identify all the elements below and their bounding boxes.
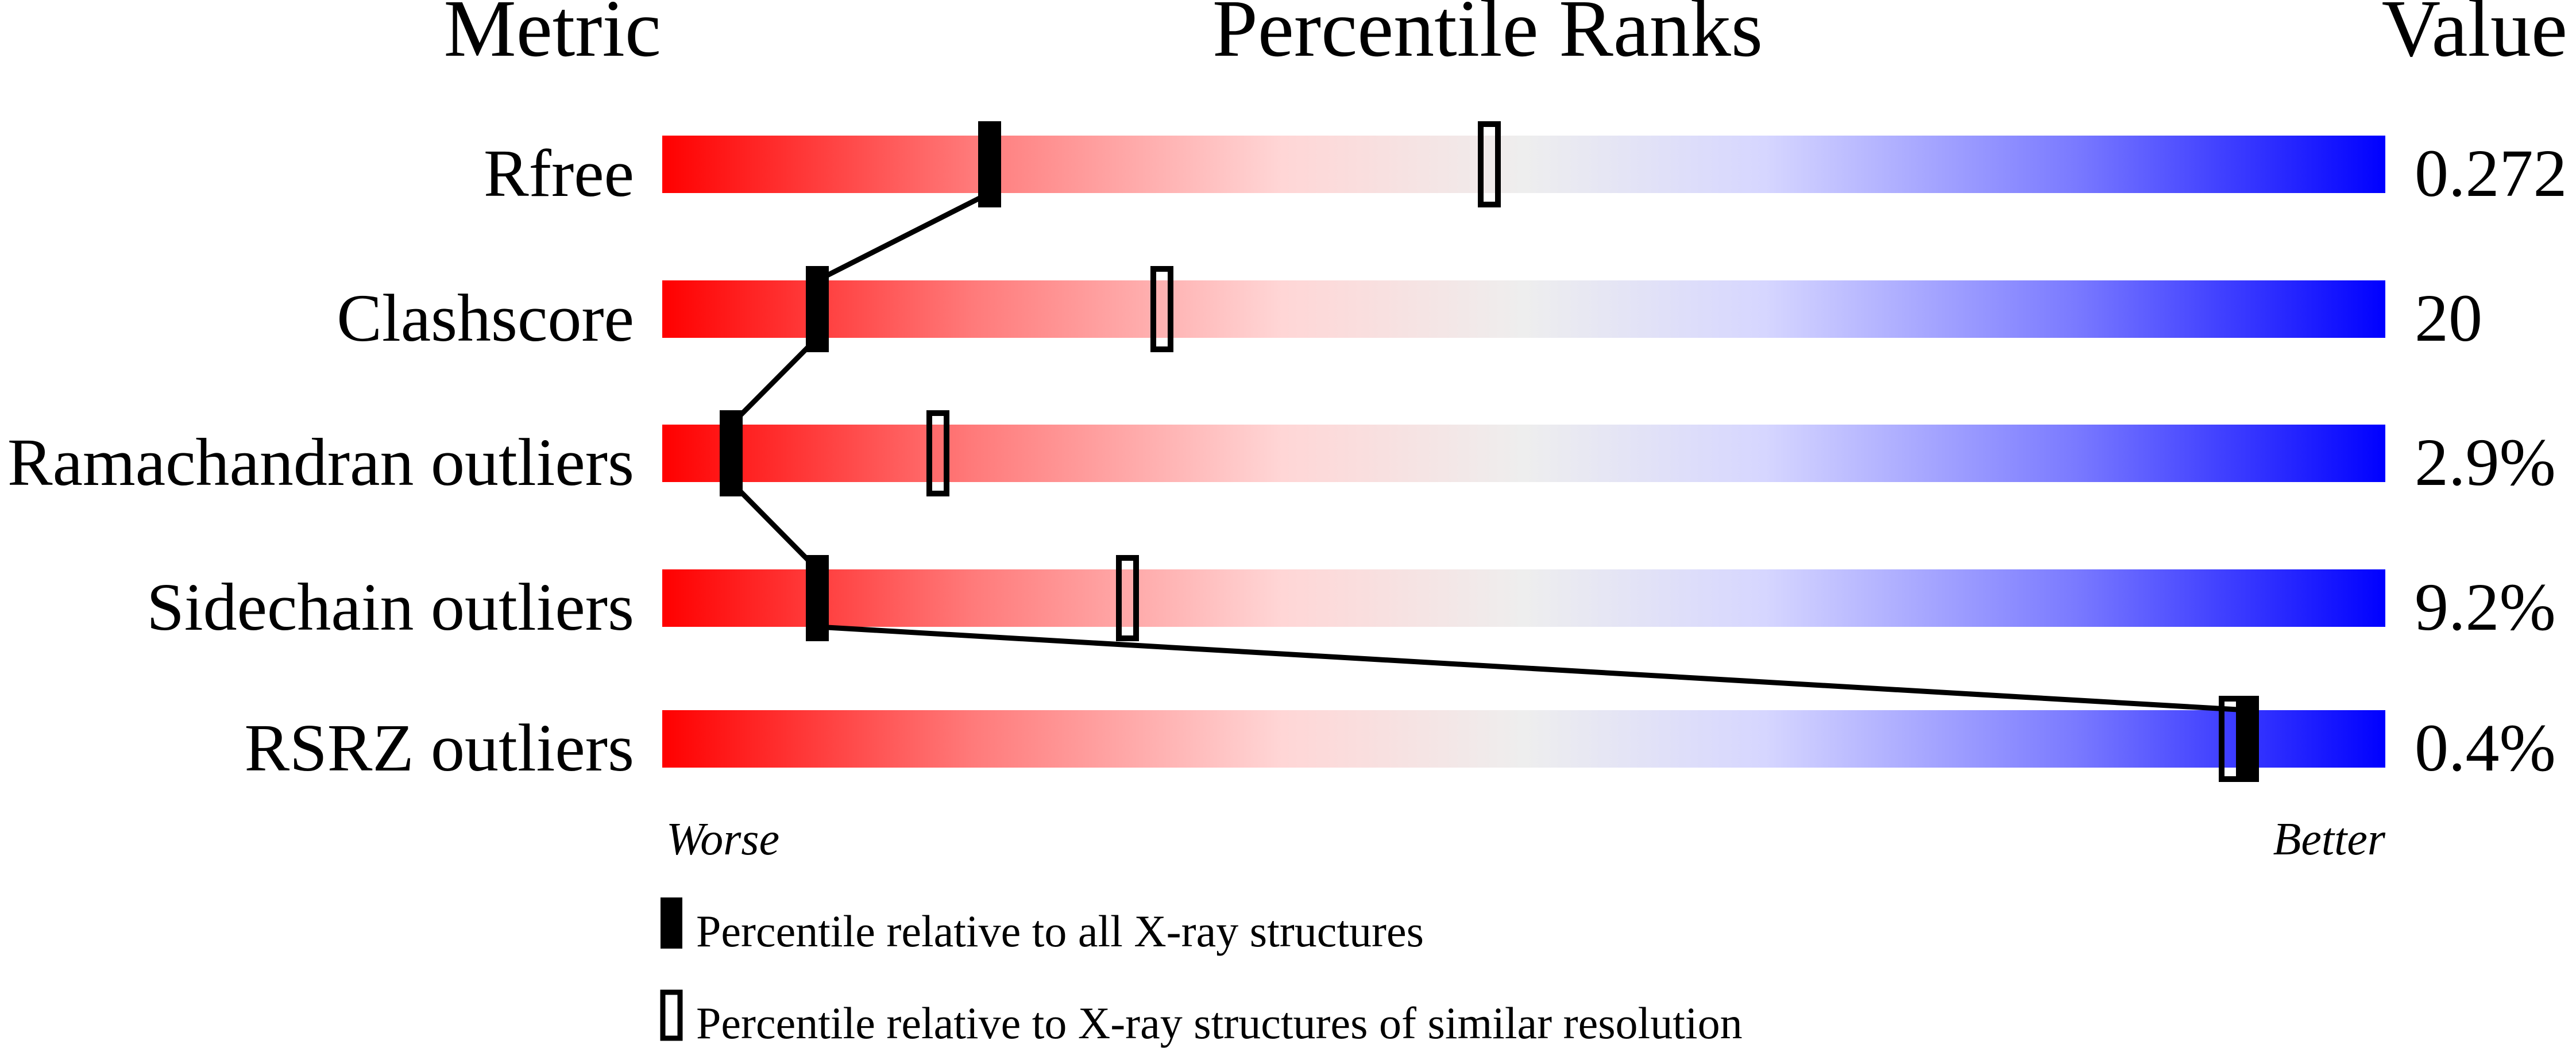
header-metric: Metric <box>443 0 661 74</box>
marker-similar-resolution <box>926 410 949 496</box>
percentile-bar <box>662 136 2385 193</box>
metric-row: Clashscore 20 <box>337 266 2482 356</box>
metric-value: 9.2% <box>2415 569 2556 645</box>
metric-value: 0.4% <box>2415 710 2556 785</box>
connector-line <box>729 480 820 572</box>
marker-similar-resolution <box>1150 266 1173 352</box>
header-percentile-ranks: Percentile Ranks <box>1212 0 1763 74</box>
percentile-bar <box>662 280 2385 338</box>
percentile-bar <box>662 710 2385 768</box>
metric-value: 2.9% <box>2415 425 2556 500</box>
metric-row: Sidechain outliers 9.2% <box>146 555 2556 645</box>
marker-similar-resolution <box>1478 121 1501 207</box>
legend-label-all: Percentile relative to all X-ray structu… <box>696 906 1424 956</box>
metric-label: Sidechain outliers <box>146 569 634 645</box>
percentile-bar <box>662 425 2385 482</box>
connector-line <box>817 624 2248 713</box>
legend-filled-marker-icon <box>661 897 682 949</box>
metric-label: RSRZ outliers <box>244 710 634 785</box>
metric-row: RSRZ outliers 0.4% <box>244 696 2556 785</box>
legend-open-marker-icon <box>660 989 683 1041</box>
connector-line <box>816 190 991 283</box>
header-value: Value <box>2382 0 2567 74</box>
metric-label: Ramachandran outliers <box>7 425 634 500</box>
axis-label-worse: Worse <box>666 814 779 865</box>
metric-row: Rfree 0.272 <box>484 121 2567 211</box>
metric-label: Rfree <box>484 136 634 211</box>
marker-similar-resolution <box>1116 555 1139 641</box>
metric-value: 20 <box>2415 280 2482 356</box>
metric-row: Ramachandran outliers 2.9% <box>7 410 2556 500</box>
axis-label-better: Better <box>2273 814 2386 865</box>
metric-value: 0.272 <box>2415 136 2567 211</box>
percentile-bar <box>662 569 2385 627</box>
connector-line <box>729 336 820 427</box>
legend-label-similar: Percentile relative to X-ray structures … <box>696 998 1743 1048</box>
metric-label: Clashscore <box>337 280 634 356</box>
